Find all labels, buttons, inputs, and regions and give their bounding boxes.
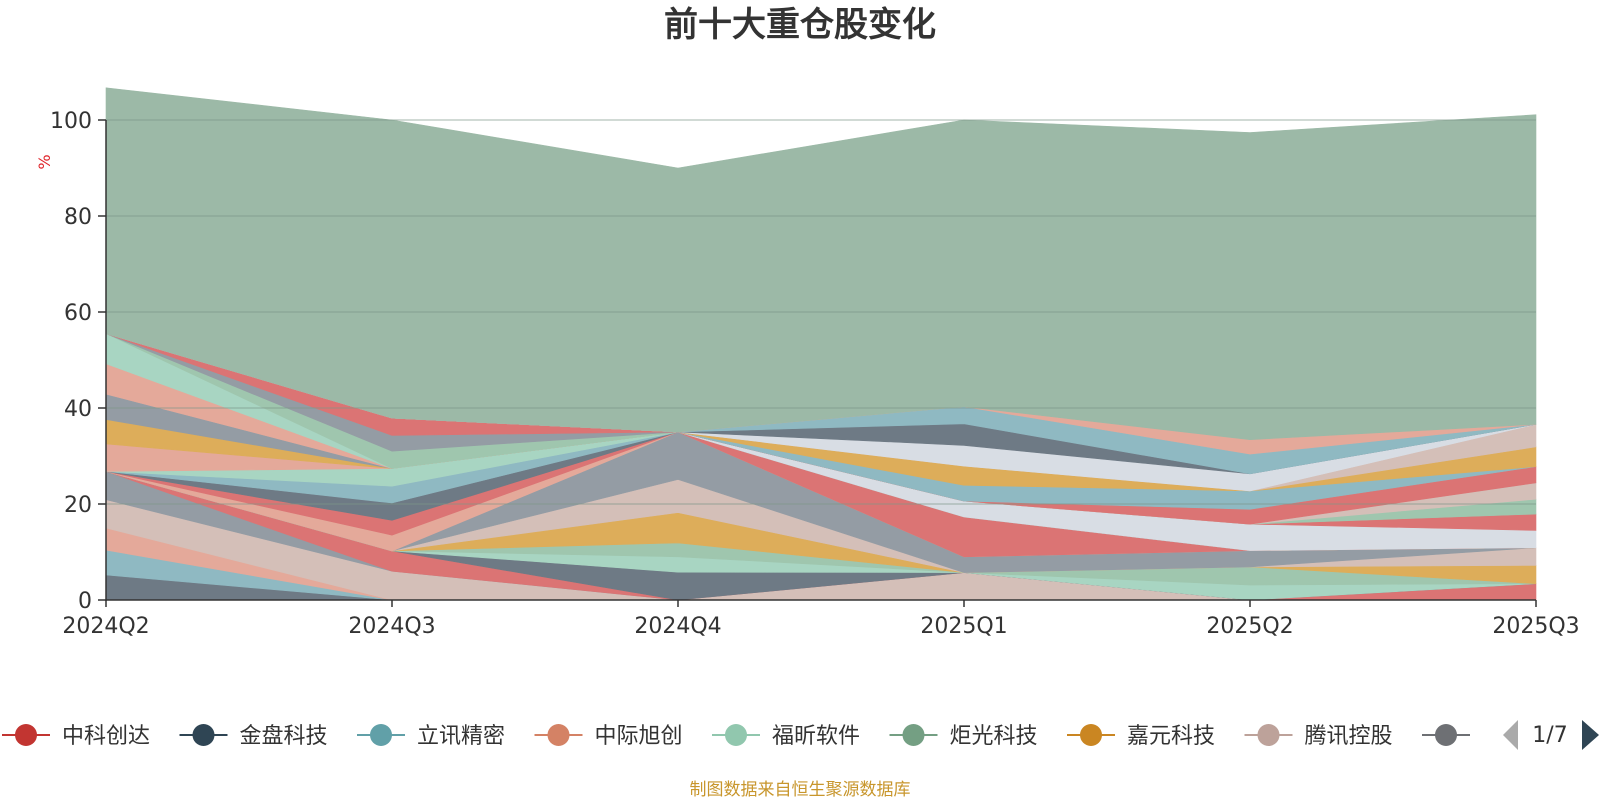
legend-marker-icon xyxy=(15,724,37,746)
legend-marker-icon xyxy=(725,724,747,746)
legend-marker-icon xyxy=(1435,724,1457,746)
chart-title: 前十大重仓股变化 xyxy=(664,5,936,45)
axes xyxy=(105,120,1536,601)
legend-label: 腾讯控股 xyxy=(1305,724,1393,749)
y-tick-label-100: 100 xyxy=(50,109,92,134)
legend-item-2[interactable]: 金盘科技 xyxy=(179,724,328,749)
legend-label: 立讯精密 xyxy=(417,724,505,749)
legend-item-5[interactable]: 福昕软件 xyxy=(712,724,860,749)
legend-marker-icon xyxy=(192,724,215,746)
legend-marker-icon xyxy=(370,724,392,746)
legend-label: 福昕软件 xyxy=(772,724,860,749)
y-tick-label-60: 60 xyxy=(64,301,92,326)
legend-item-3[interactable]: 立讯精密 xyxy=(357,724,505,749)
x-tick-label-2025Q3: 2025Q3 xyxy=(1492,614,1579,639)
area-series xyxy=(105,87,1537,601)
x-tick-label-2024Q4: 2024Q4 xyxy=(634,614,721,639)
x-tick-label-2025Q2: 2025Q2 xyxy=(1206,614,1293,639)
legend-label: 中科创达 xyxy=(62,724,150,749)
legend-marker-icon xyxy=(547,724,570,746)
legend-item-4[interactable]: 中际旭创 xyxy=(534,724,683,749)
legend-label: 中际旭创 xyxy=(595,724,683,749)
x-tick-label-2025Q1: 2025Q1 xyxy=(920,614,1007,639)
x-axis-ticks: 2024Q2 2024Q3 2024Q4 2025Q1 2025Q2 2025Q3 xyxy=(62,600,1580,639)
legend-next-icon[interactable] xyxy=(1582,720,1599,750)
x-tick-label-2024Q3: 2024Q3 xyxy=(348,614,435,639)
legend-item-8[interactable]: 腾讯控股 xyxy=(1244,724,1393,749)
legend-item-9[interactable] xyxy=(1422,724,1470,746)
legend-marker-icon xyxy=(1257,724,1280,746)
area-series-38 xyxy=(105,87,1537,441)
y-tick-label-80: 80 xyxy=(64,205,92,230)
legend-marker-icon xyxy=(1080,724,1102,746)
legend-prev-icon[interactable] xyxy=(1503,720,1518,750)
x-tick-label-2024Q2: 2024Q2 xyxy=(62,614,149,639)
legend-item-1[interactable]: 中科创达 xyxy=(2,724,150,749)
legend-label: 嘉元科技 xyxy=(1127,724,1215,749)
y-axis-ticks: 0 20 40 60 80 100 xyxy=(50,109,106,614)
legend-page-indicator: 1/7 xyxy=(1532,723,1567,748)
y-tick-label-20: 20 xyxy=(64,493,92,518)
legend-label: 金盘科技 xyxy=(240,724,328,749)
y-tick-label-40: 40 xyxy=(64,397,92,422)
legend-item-6[interactable]: 炬光科技 xyxy=(889,724,1038,749)
legend: 中科创达 金盘科技 立讯精密 中际旭创 福昕软件 炬光科技 嘉元科技 腾讯控股 xyxy=(2,724,1470,749)
legend-item-7[interactable]: 嘉元科技 xyxy=(1067,724,1215,749)
grid-lines xyxy=(106,119,1536,505)
legend-marker-icon xyxy=(902,724,925,746)
y-tick-label-0: 0 xyxy=(78,589,92,614)
y-axis-unit-label: % xyxy=(35,154,54,169)
legend-label: 炬光科技 xyxy=(950,724,1038,749)
source-note: 制图数据来自恒生聚源数据库 xyxy=(690,780,911,800)
legend-pager: 1/7 xyxy=(1503,720,1599,750)
